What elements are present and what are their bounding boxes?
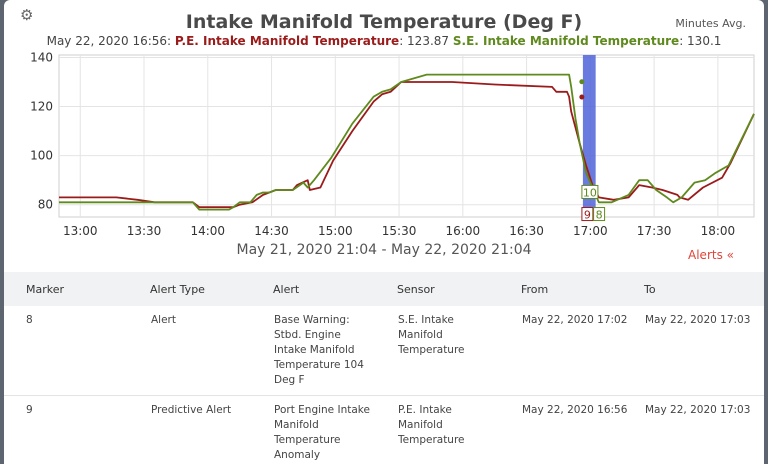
x-tick-label: 16:30 [509,224,544,238]
cell-alert: Base Warning: Stbd. Engine Intake Manifo… [273,306,397,395]
column-header-alert-type[interactable]: Alert Type [150,282,205,296]
chart-title: Intake Manifold Temperature (Deg F) [185,11,583,33]
x-tick-label: 14:30 [254,224,289,238]
x-tick-label: 13:00 [63,224,98,238]
alert-marker-label: 8 [596,209,603,222]
alert-marker-box [581,184,599,199]
cell-from: May 22, 2020 17:02 [522,314,628,326]
readout-se-label: S.E. Intake Manifold Temperature [452,34,680,48]
readout-pe-value: 123.87 [407,34,450,48]
cell-marker: 9 [26,403,33,416]
aggregation-label[interactable]: Minutes Avg. [675,17,746,30]
cell-alert-type: Alert [151,314,176,326]
pe-temperature-line [59,81,755,209]
x-tick-label: 16:00 [446,224,481,238]
alerts-toggle-label: Alerts « [688,248,734,262]
cell-to: May 22, 2020 17:03 [645,403,751,416]
x-tick-label: 18:00 [701,224,736,238]
cell-alert-type: Predictive Alert [151,403,232,416]
cell-sensor: S.E. Intake Manifold Temperature [397,306,521,395]
readout-timestamp: May 22, 2020 16:56: [46,34,172,48]
x-tick-label: 17:30 [637,224,672,238]
alerts-table: Marker Alert Type Alert Sensor From To 8… [4,272,764,464]
alert-highlight-band [582,55,596,217]
gear-icon[interactable]: ⚙ [20,6,34,24]
date-range: May 21, 2020 21:04 - May 22, 2020 21:04 [236,242,532,258]
chart-panel: ⚙ Intake Manifold Temperature (Deg F) Mi… [4,0,764,464]
cell-to: May 22, 2020 17:03 [645,314,751,326]
x-tick-label: 15:00 [318,224,353,238]
plot-area [58,54,755,218]
pe-hover-point [579,94,585,100]
cell-marker: 8 [26,314,33,326]
readout-pe-label: P.E. Intake Manifold Temperature [174,34,400,48]
x-tick-label: 17:00 [573,224,608,238]
column-header-alert[interactable]: Alert [273,282,300,296]
cell-alert: Port Engine Intake Manifold Temperature … [273,395,397,464]
alert-marker-label: 10 [583,186,597,199]
table-header-row: Marker Alert Type Alert Sensor From To [4,272,764,306]
cell-alert-text: Port Engine Intake Manifold Temperature … [274,403,370,461]
table-row[interactable]: 9 Predictive Alert Port Engine Intake Ma… [4,395,764,464]
x-tick-label: 13:30 [127,224,162,238]
y-tick-label: 80 [38,198,53,212]
column-header-to[interactable]: To [644,282,656,296]
x-tick-label: 15:30 [382,224,417,238]
readout-se-value: 130.1 [687,34,722,48]
table-row[interactable]: 8 Alert Base Warning: Stbd. Engine Intak… [4,306,764,395]
column-header-from[interactable]: From [521,282,549,296]
alert-marker-box [593,207,606,222]
line-chart[interactable]: 80 100 120 140 13:00 13:30 14:00 14:30 15:00 15:3… [4,0,764,270]
column-header-sensor[interactable]: Sensor [397,282,435,296]
alerts-toggle-link[interactable]: Alerts « [688,248,734,262]
alert-marker-box [581,207,594,222]
cell-sensor-text: P.E. Intake Manifold Temperature [398,403,465,446]
y-tick-label: 120 [30,100,53,114]
column-header-marker[interactable]: Marker [26,282,65,296]
se-hover-point [579,79,585,85]
cell-alert-text: Base Warning: Stbd. Engine Intake Manifo… [274,314,364,386]
x-tick-label: 14:00 [190,224,225,238]
hover-readout: May 22, 2020 16:56: P.E. Intake Manifold… [46,34,722,48]
cell-from: May 22, 2020 16:56 [522,403,628,416]
alert-marker-label: 9 [584,209,591,222]
cell-sensor-text: S.E. Intake Manifold Temperature [398,314,465,356]
y-tick-label: 140 [30,50,53,64]
y-tick-label: 100 [30,149,53,163]
cell-sensor: P.E. Intake Manifold Temperature [397,395,521,464]
se-temperature-line [59,73,755,211]
